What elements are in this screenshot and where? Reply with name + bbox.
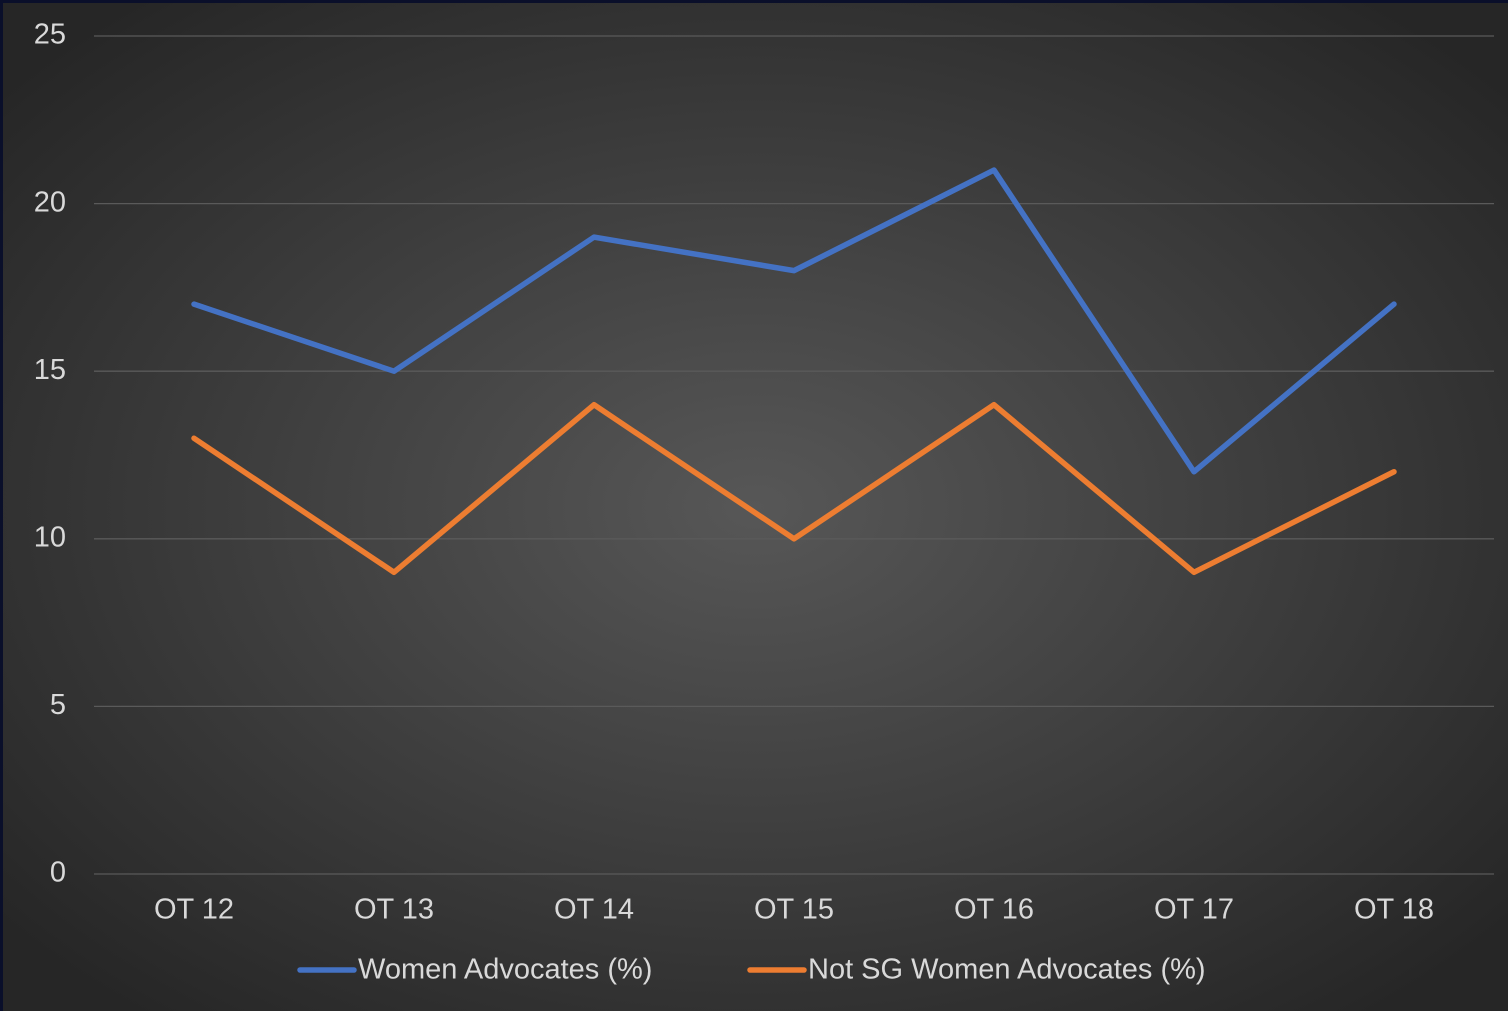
- y-tick-label: 15: [34, 354, 66, 386]
- legend-label: Women Advocates (%): [358, 954, 652, 986]
- x-tick-label: OT 15: [754, 894, 834, 926]
- y-tick-label: 25: [34, 19, 66, 51]
- data-line: [191, 167, 1397, 475]
- y-tick-label: 0: [50, 857, 66, 889]
- x-tick-label: OT 12: [154, 894, 234, 926]
- x-tick-label: OT 14: [554, 894, 634, 926]
- x-tick-label: OT 13: [354, 894, 434, 926]
- data-line: [191, 401, 1397, 576]
- y-tick-label: 5: [50, 689, 66, 721]
- x-tick-label: OT 17: [1154, 894, 1234, 926]
- y-tick-label: 20: [34, 186, 66, 218]
- chart-area: [3, 3, 1508, 1011]
- legend-label: Not SG Women Advocates (%): [808, 954, 1206, 986]
- y-tick-label: 10: [34, 521, 66, 553]
- x-tick-label: OT 16: [954, 894, 1034, 926]
- x-tick-label: OT 18: [1354, 894, 1434, 926]
